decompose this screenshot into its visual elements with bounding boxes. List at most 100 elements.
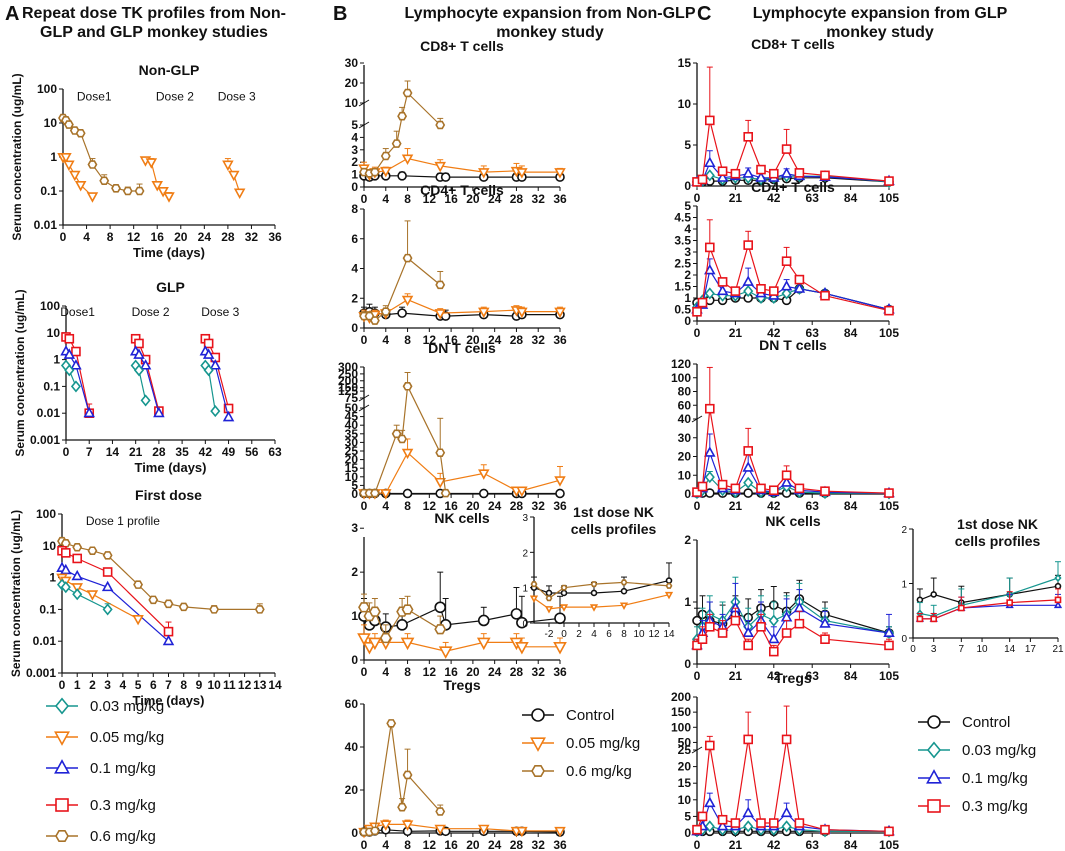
A3-data-point	[163, 599, 174, 609]
C5-x-tick-label: 84	[844, 838, 858, 851]
B4-data-point	[434, 624, 447, 635]
C2-data-point	[742, 275, 754, 286]
A3-data-point	[133, 580, 143, 589]
panel-a-letter: A	[5, 3, 20, 25]
B1-axis-break	[358, 99, 370, 107]
B4inset-x-tick-label: 6	[606, 629, 612, 640]
panel-b-letter: B	[333, 3, 348, 25]
C4inset-data-point	[930, 591, 938, 598]
B4inset-data-point	[529, 595, 539, 603]
C3-y-tick-label: 10	[678, 468, 692, 482]
legend-C-marker	[926, 741, 942, 759]
B3-x-tick-label: 24	[488, 499, 502, 513]
B5-x-tick-label: 28	[510, 838, 524, 851]
B4inset-data-point	[560, 589, 568, 597]
B5-data-point	[369, 826, 380, 836]
A3-y-tick-label: 0.01	[33, 634, 57, 648]
B5-x-tick-label: 12	[423, 838, 437, 851]
C4inset-series-line	[919, 599, 1059, 620]
A3-x-tick-label: 10	[207, 678, 221, 692]
B1-data-point	[440, 172, 451, 182]
A2-x-tick-label: 14	[106, 445, 120, 459]
C2-y-tick-label: 1.5	[674, 280, 691, 294]
B4-data-point	[477, 614, 490, 627]
A2-y-tick-label: 10	[47, 326, 61, 340]
B2-y-tick-label: 6	[351, 232, 358, 246]
B2-x-tick-label: 36	[553, 333, 567, 347]
B5-data-point	[434, 824, 446, 836]
C1-x-tick-label: 105	[879, 191, 899, 205]
A1-data-point	[99, 176, 110, 186]
B4-data-point	[379, 632, 392, 644]
A2-data-point	[70, 359, 82, 370]
A3-x-tick-label: 8	[180, 678, 187, 692]
B4-data-point	[368, 637, 382, 651]
B3-data-point	[435, 448, 446, 457]
A3-y-label: Serum concentration (ug/mL)	[9, 510, 23, 677]
C5-data-point	[820, 824, 830, 835]
B1-data-point	[435, 120, 446, 130]
C4-data-point	[717, 628, 728, 638]
B4-y-tick-label: 1	[351, 609, 358, 623]
B5-data-point	[516, 826, 528, 838]
C5-data-point	[692, 824, 702, 835]
B3-data-point	[369, 488, 380, 498]
B1-x-tick-label: 20	[466, 192, 480, 206]
A3-data-point	[209, 605, 220, 614]
B4inset-data-point	[545, 595, 553, 602]
legend-A-label: 0.1 mg/kg	[90, 760, 156, 777]
A2-data-point	[222, 410, 235, 422]
A3-data-point	[87, 546, 98, 555]
C3-x-tick-label: 63	[806, 499, 820, 513]
B1-y-tick-label: 30	[345, 56, 359, 70]
C5-data-point	[704, 820, 715, 833]
B1-x-tick-label: 36	[553, 192, 567, 206]
B4-y-tick-label: 0	[351, 653, 358, 667]
B1-y-tick-label: 2	[351, 155, 358, 169]
C2-x-tick-label: 84	[844, 326, 858, 340]
B2-data-point	[369, 316, 380, 325]
A2-y-label: Serum concentration (ug/mL)	[13, 289, 27, 456]
B3-y-tick-label: 30	[345, 435, 359, 449]
C5-data-point	[716, 819, 729, 831]
A3-x-tick-label: 13	[253, 678, 267, 692]
legend-B-label: Control	[566, 707, 614, 724]
B4-data-point	[553, 642, 567, 655]
B1-data-point	[402, 88, 413, 98]
C1-data-point	[768, 168, 779, 179]
B4-data-point	[368, 606, 381, 617]
C5-y-tick-label: 25	[678, 743, 692, 757]
B3-y-tick-label: 10	[345, 470, 359, 484]
B2-data-point	[402, 253, 413, 263]
C2-y-tick-label: 2	[684, 268, 691, 282]
A3-x-tick-label: 2	[89, 678, 96, 692]
C1-y-tick-label: 0	[684, 179, 691, 193]
B1-data-point	[369, 167, 380, 177]
A1-title: Non-GLP	[139, 62, 200, 78]
A2-y-tick-label: 0.001	[30, 433, 60, 447]
A1-x-tick-label: 28	[221, 230, 235, 244]
B1-series-line	[363, 175, 560, 178]
A3-y-tick-label: 100	[36, 507, 56, 521]
C2-data-point	[704, 287, 715, 300]
C5-y-tick-label: 50	[678, 735, 692, 749]
B4-data-point	[554, 612, 566, 625]
C1-data-point	[781, 144, 792, 154]
legend-A-label: 0.6 mg/kg	[90, 828, 156, 845]
C4-title: NK cells	[765, 513, 820, 529]
B1-x-tick-label: 8	[404, 192, 411, 206]
legend-C-label: 0.03 mg/kg	[962, 742, 1036, 759]
A3-data-point	[72, 588, 83, 601]
A3-data-point	[163, 626, 174, 637]
B3-y-tick-label: 0	[351, 487, 358, 501]
A3-x-tick-label: 12	[238, 678, 252, 692]
B1-data-point	[380, 166, 392, 178]
B2-data-point	[516, 307, 528, 319]
C5-y-tick-label: 20	[678, 760, 692, 774]
legend-B-marker	[531, 765, 545, 777]
C2-data-point	[716, 284, 729, 296]
A1-annotation: Dose1	[77, 90, 112, 104]
A3-data-point	[254, 605, 265, 614]
A2-x-tick-label: 56	[245, 445, 259, 459]
A3-y-tick-label: 1	[49, 571, 56, 585]
